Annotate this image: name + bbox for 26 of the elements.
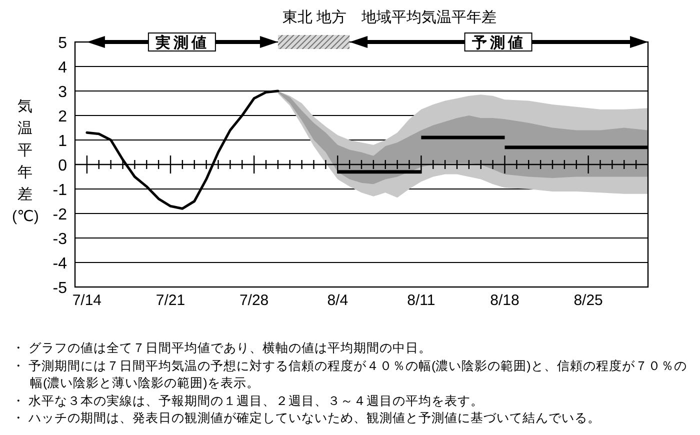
y-axis-title: 気温平年差(℃) xyxy=(12,97,39,227)
annotation: 予測値 xyxy=(470,34,526,52)
y-tick-label: -2 xyxy=(52,206,68,224)
y-tick-label: 2 xyxy=(58,108,68,126)
text: ・ ハッチの期間は、発表日の観測値が確定していないため、観測値と予測値に基づいて結んでいる。 xyxy=(12,410,602,427)
chart-title: 東北 地方 地域平均気温平年差 xyxy=(282,9,497,26)
y-tick-label: -5 xyxy=(52,280,68,297)
y-tick-label: 0 xyxy=(58,158,68,174)
y-tick-label: 5 xyxy=(58,35,68,52)
annotation: 実測値 xyxy=(154,34,210,52)
x-tick-label: 7/14 xyxy=(72,292,102,309)
x-tick-label: 8/18 xyxy=(490,292,520,309)
x-tick-label: 7/21 xyxy=(156,292,186,309)
y-tick-label: 1 xyxy=(58,133,68,150)
y-tick-label: 3 xyxy=(58,84,68,101)
x-tick-label: 7/28 xyxy=(239,292,269,309)
y-tick-label: 4 xyxy=(58,60,68,76)
text: ・ 水平な３本の実線は、予報期間の１週目、２週目、３～４週目の平均を表す。 xyxy=(12,392,484,410)
x-tick-label: 8/11 xyxy=(407,292,436,309)
x-tick-label: 8/4 xyxy=(327,292,348,309)
y-tick-label: -4 xyxy=(52,256,68,272)
y-tick-label: -3 xyxy=(52,231,68,248)
y-tick-label: -1 xyxy=(52,182,68,199)
text: ・ グラフの値は全て７日間平均値であり、横軸の値は平均期間の中日。 xyxy=(12,340,432,357)
text: ・ 予測期間には７日間平均気温の予想に対する信頼の程度が４０％の幅(濃い陰影の範囲)と、信頼の程度が７０％の幅(濃い陰影と薄い陰影の範囲)を表示。 xyxy=(12,358,688,392)
x-tick-label: 8/25 xyxy=(574,292,603,309)
